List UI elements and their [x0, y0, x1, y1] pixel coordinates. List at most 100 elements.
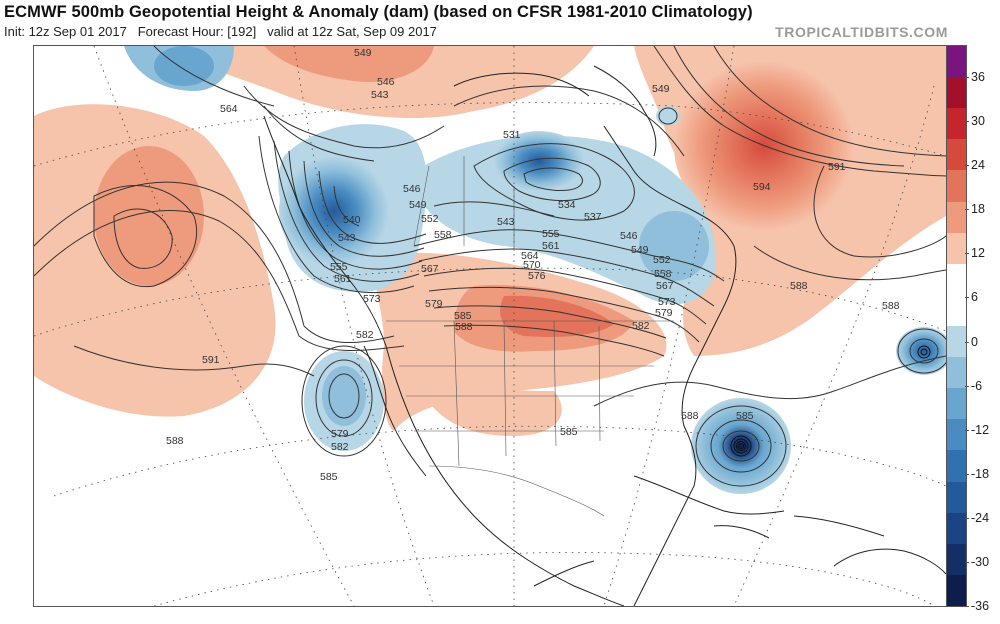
- cold-core-gulf-alaska: [154, 46, 214, 86]
- colorbar-segment: [947, 481, 966, 514]
- colorbar-tick-mark: [965, 429, 969, 431]
- contour-label: 582: [331, 441, 349, 453]
- colorbar-segment: [947, 263, 966, 296]
- contour-label: 549: [652, 83, 670, 95]
- valid-time: valid at 12z Sat, Sep 09 2017: [267, 24, 437, 39]
- contour-label: 549: [354, 47, 372, 59]
- colorbar-segment: [947, 574, 966, 607]
- forecast-hour: Forecast Hour: [192]: [137, 24, 257, 39]
- colorbar-segment: [947, 512, 966, 545]
- contour-label: 537: [584, 211, 602, 223]
- warm-anomaly-nw: [264, 46, 434, 82]
- colorbar-tick-label: 6: [971, 290, 978, 305]
- contour-label: 579: [425, 298, 443, 310]
- colorbar-segment: [947, 46, 966, 78]
- contour-label: 582: [356, 329, 374, 341]
- contour-label: 573: [363, 293, 381, 305]
- height-contours: [34, 46, 946, 487]
- anomaly-shading: [34, 46, 946, 436]
- colorbar-tick-mark: [965, 297, 969, 299]
- contour-label: 561: [542, 240, 560, 252]
- colorbar-tick-label: -18: [971, 466, 990, 481]
- contour-labels: 564 549 546 543 540 543 555 561 573 582 …: [166, 47, 900, 483]
- contour-label: 549: [631, 244, 649, 256]
- colorbar-tick-mark: [965, 253, 969, 255]
- colorbar-tick-label: -36: [971, 599, 990, 613]
- weather-map: 564 549 546 543 540 543 555 561 573 582 …: [34, 46, 946, 606]
- colorbar-segment: [947, 139, 966, 171]
- colorbar-tick-mark: [965, 473, 969, 475]
- colorbar-tick-label: 12: [971, 246, 985, 261]
- contour-label: 546: [403, 183, 421, 195]
- contour-label: 588: [882, 300, 900, 312]
- colorbar-tick-mark: [965, 606, 969, 607]
- warm-core-pacific: [94, 146, 204, 286]
- contour-label: 561: [334, 273, 352, 285]
- colorbar-segment: [947, 108, 966, 140]
- colorbar-segment: [947, 388, 966, 420]
- contour-label: 552: [653, 254, 671, 266]
- chart-header: ECMWF 500mb Geopotential Height & Anomal…: [0, 0, 1000, 44]
- map-panel: 564 549 546 543 540 543 555 561 573 582 …: [33, 45, 947, 607]
- cold-core-quebec: [639, 211, 709, 281]
- contour-label: 591: [202, 354, 220, 366]
- contour-label: 549: [409, 199, 427, 211]
- warm-anomaly-north: [174, 46, 594, 119]
- contour-label: 588: [166, 435, 184, 447]
- contour-label: 588: [455, 321, 473, 333]
- init-time: Init: 12z Sep 01 2017: [4, 24, 127, 39]
- brand-watermark: TROPICALTIDBITS.COM: [775, 24, 948, 40]
- contour-label: 588: [790, 280, 808, 292]
- contour-label: 543: [497, 216, 515, 228]
- contour-label: 534: [558, 199, 576, 211]
- colorbar-segment: [947, 232, 966, 265]
- colorbar-tick-mark: [965, 561, 969, 563]
- colorbar-segment: [947, 326, 966, 358]
- contour-label: 588: [681, 410, 699, 422]
- chart-title: ECMWF 500mb Geopotential Height & Anomal…: [4, 3, 753, 21]
- colorbar-tick-mark: [965, 517, 969, 519]
- colorbar-tick-label: 24: [971, 158, 985, 173]
- contour-label: 567: [656, 280, 674, 292]
- contour-label: 594: [753, 181, 771, 193]
- cold-core-hudson: [494, 131, 584, 191]
- cold-anomaly-canada: [419, 135, 716, 305]
- colorbar-tick-mark: [965, 77, 969, 79]
- cold-core-west: [279, 156, 389, 266]
- contour-label: 585: [320, 471, 338, 483]
- anomaly-colorbar: [946, 45, 967, 607]
- colorbar-tick-mark: [965, 209, 969, 211]
- contour-label: 555: [330, 261, 348, 273]
- contour-label: 531: [503, 129, 521, 141]
- contour-label: 552: [421, 213, 439, 225]
- coastlines: [263, 65, 946, 606]
- cold-anomaly-shading: [124, 46, 946, 494]
- colorbar-tick-label: -24: [971, 510, 990, 525]
- colorbar-segment: [947, 450, 966, 483]
- contour-label: 570: [523, 259, 541, 271]
- colorbar-tick-mark: [965, 341, 969, 343]
- political-borders: [386, 156, 674, 517]
- colorbar-tick-label: -6: [971, 378, 983, 393]
- colorbar-tick-mark: [965, 121, 969, 123]
- chart-subtitle: Init: 12z Sep 01 2017 Forecast Hour: [19…: [4, 24, 437, 39]
- colorbar-segment: [947, 201, 966, 234]
- warm-core-plains-inner: [500, 295, 614, 337]
- colorbar-tick-label: 30: [971, 114, 985, 129]
- colorbar-segment: [947, 294, 966, 327]
- colorbar-segment: [947, 170, 966, 203]
- warm-anomaly-se-us: [414, 376, 562, 436]
- hurricane-core: [730, 345, 931, 457]
- contour-label: 540: [343, 214, 361, 226]
- colorbar-tick-label: -12: [971, 422, 990, 437]
- contour-label: 558: [654, 268, 672, 280]
- cold-low-greenland: [656, 106, 680, 126]
- contour-label: 591: [828, 161, 846, 173]
- colorbar-segment: [947, 419, 966, 451]
- hurricane-anomaly: [691, 398, 791, 494]
- contour-label: 546: [377, 76, 395, 88]
- contour-label: 558: [434, 229, 452, 241]
- graticule: [34, 46, 946, 606]
- contour-label: 564: [521, 250, 539, 262]
- colorbar-segment: [947, 77, 966, 109]
